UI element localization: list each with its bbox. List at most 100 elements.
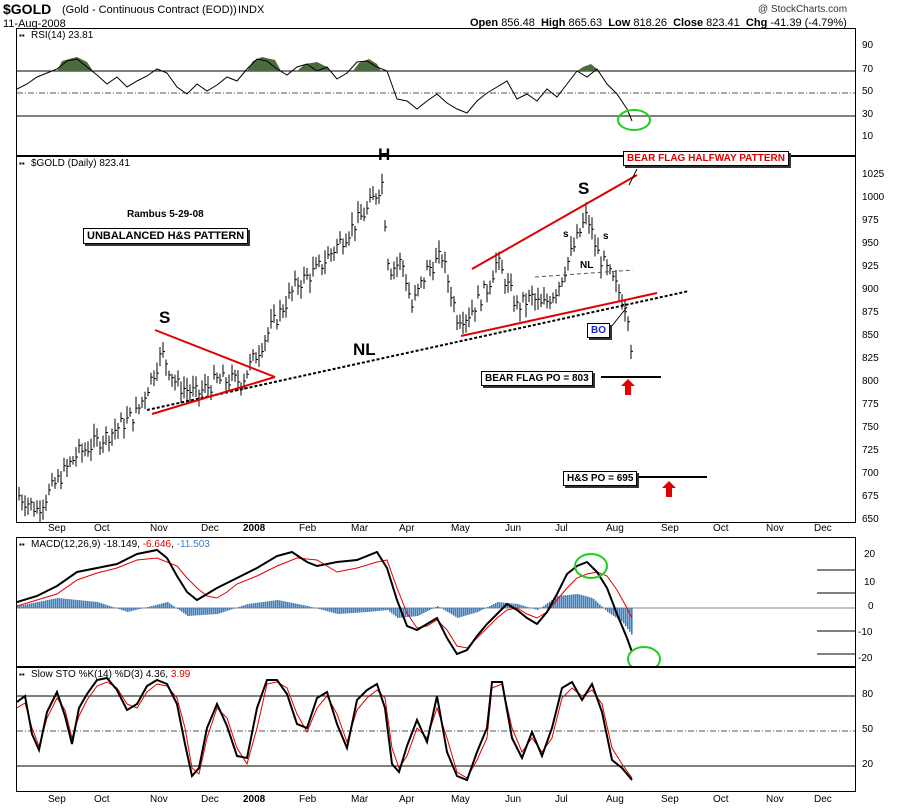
watermark: @ StockCharts.com <box>758 4 848 15</box>
month-label: Jun <box>505 794 522 805</box>
rsi-y-axis: 90 70 50 30 10 <box>856 28 900 156</box>
macd-hist-bar <box>243 605 245 608</box>
sto-panel: ▪▪ Slow STO %K(14) %D(3) 4.36, 3.99 <box>16 667 856 792</box>
macd-hist-bar <box>127 608 129 612</box>
macd-hist-bar <box>631 608 633 635</box>
macd-hist-bar <box>601 606 603 608</box>
macd-hist-bar <box>165 602 167 608</box>
rsi-panel: ▪▪ RSI(14) 23.81 <box>16 28 856 156</box>
macd-hist-bar <box>477 608 479 612</box>
month-label: Aug <box>606 523 624 534</box>
macd-hist-bar <box>93 601 95 608</box>
macd-label-text: MACD(12,26,9) -18.149, <box>31 539 143 550</box>
macd-hist-bar <box>63 598 65 608</box>
rsi-line <box>17 58 633 122</box>
macd-hist-bar <box>95 601 97 608</box>
macd-hist-bar <box>583 595 585 608</box>
macd-hist-bar <box>21 605 23 608</box>
macd-histogram <box>17 594 633 635</box>
macd-hist-bar <box>103 604 105 608</box>
macd-hist-bar <box>545 604 547 608</box>
macd-hist-bar <box>501 602 503 608</box>
macd-hist-bar <box>273 600 275 608</box>
macd-hist-bar <box>349 608 351 614</box>
macd-hist-bar <box>597 602 599 608</box>
macd-hist-bar <box>619 608 621 620</box>
macd-hist-bar <box>215 608 217 615</box>
macd-hist-bar <box>37 602 39 608</box>
macd-hist-bar <box>67 599 69 608</box>
macd-hist-bar <box>471 608 473 614</box>
macd-hist-bar <box>369 608 371 612</box>
macd-hist-bar <box>105 604 107 608</box>
chg-label: Chg <box>745 17 768 29</box>
rsi-tick: 10 <box>862 131 874 142</box>
macd-hist-bar <box>525 606 527 608</box>
macd-hist-bar <box>135 608 137 610</box>
macd-hist-bar <box>97 602 99 608</box>
macd-hist-bar <box>139 608 141 609</box>
bear-flag-upper <box>471 174 638 270</box>
macd-hist-bar <box>331 608 333 613</box>
price-tick: 950 <box>862 238 879 249</box>
chart-symbol: $GOLD <box>3 1 52 17</box>
month-label: Dec <box>201 523 219 534</box>
macd-hist-bar <box>609 608 611 614</box>
left-shoulder-label: S <box>159 308 171 327</box>
macd-hist-bar <box>303 605 305 608</box>
macd-hist-bar <box>185 608 187 615</box>
macd-hist-bar <box>53 598 55 608</box>
month-label: Mar <box>351 794 369 805</box>
macd-hist-bar <box>81 600 83 608</box>
macd-hist-bar <box>27 604 29 608</box>
macd-hist-bar <box>373 608 375 612</box>
month-label: Feb <box>299 794 317 805</box>
macd-hist-bar <box>159 604 161 608</box>
macd-hist-bar <box>209 608 211 615</box>
macd-hist-bar <box>25 604 27 608</box>
macd-hist-bar <box>445 608 447 611</box>
open-value: 856.48 <box>501 17 535 29</box>
macd-hist-bar <box>511 603 513 608</box>
macd-hist-bar <box>593 598 595 608</box>
price-bars <box>18 173 633 522</box>
macd-hist-bar <box>543 605 545 608</box>
macd-hist-bar <box>35 602 37 608</box>
left-shoulder-lower <box>151 376 276 415</box>
macd-hist-bar <box>227 608 229 611</box>
macd-hist-bar <box>195 608 197 616</box>
macd-hist-value: -11.503 <box>176 539 210 550</box>
macd-hist-bar <box>283 601 285 608</box>
chg-value: -41.39 (-4.79%) <box>770 17 847 29</box>
macd-hist-bar <box>549 601 551 608</box>
macd-hist-bar <box>277 600 279 608</box>
macd-hist-bar <box>391 608 393 614</box>
hs-po-arrow <box>662 481 676 497</box>
macd-hist-bar <box>591 597 593 608</box>
macd-hist-bar <box>357 608 359 613</box>
macd-hist-bar <box>547 603 549 608</box>
macd-hist-bar <box>23 604 25 608</box>
macd-hist-bar <box>411 608 413 617</box>
macd-hist-bar <box>351 608 353 614</box>
macd-hist-bar <box>91 601 93 608</box>
macd-hist-bar <box>31 603 33 608</box>
macd-hist-bar <box>99 602 101 608</box>
macd-hist-bar <box>489 606 491 608</box>
macd-hist-bar <box>307 606 309 608</box>
price-label: $GOLD (Daily) 823.41 <box>31 158 130 169</box>
macd-hist-bar <box>425 608 427 612</box>
macd-hist-bar <box>571 594 573 608</box>
bear-flag-po-arrow <box>621 379 635 395</box>
macd-hist-bar <box>73 599 75 608</box>
month-label: Sep <box>48 523 66 534</box>
macd-high-circle <box>574 553 608 579</box>
month-label: Dec <box>814 794 832 805</box>
rsi-highlight-circle <box>617 109 651 131</box>
macd-hist-bar <box>131 608 133 611</box>
macd-hist-bar <box>167 602 169 608</box>
price-tick: 900 <box>862 284 879 295</box>
macd-hist-bar <box>119 608 121 610</box>
macd-hist-bar <box>271 600 273 608</box>
macd-hist-bar <box>385 608 387 611</box>
